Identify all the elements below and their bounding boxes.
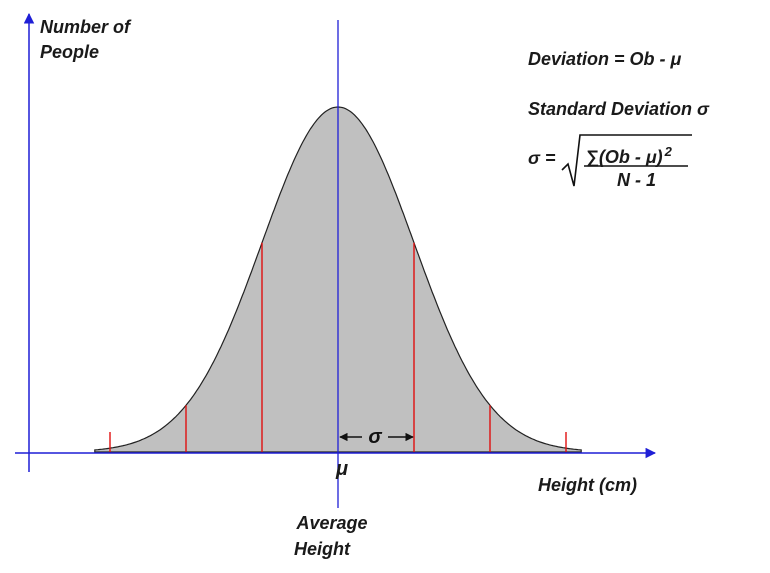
std-dev-denominator: N - 1 — [617, 170, 657, 190]
std-dev-numerator: ∑(Ob - μ) 2 — [586, 140, 672, 169]
sigma-label: σ — [368, 426, 382, 448]
mean-symbol: μ — [336, 458, 349, 480]
std-dev-lhs: σ = — [528, 148, 556, 168]
numerator-text: ∑(Ob - μ) — [586, 147, 663, 167]
mean-label-line1: Average — [296, 513, 368, 533]
sqrt-sign — [561, 134, 692, 187]
mean-label-line2: Height — [294, 539, 350, 559]
y-axis-label-line1: Number of — [40, 17, 130, 37]
std-dev-title: Standard Deviation σ — [528, 99, 709, 119]
y-axis-label-line2: People — [40, 42, 100, 62]
numerator-exponent: 2 — [664, 144, 672, 159]
sigma-marker-group — [109, 242, 567, 452]
sigma-label-backdrop — [362, 427, 388, 447]
x-axis-label: Height (cm) — [538, 475, 637, 495]
deviation-formula: Deviation = Ob - μ — [528, 49, 682, 69]
